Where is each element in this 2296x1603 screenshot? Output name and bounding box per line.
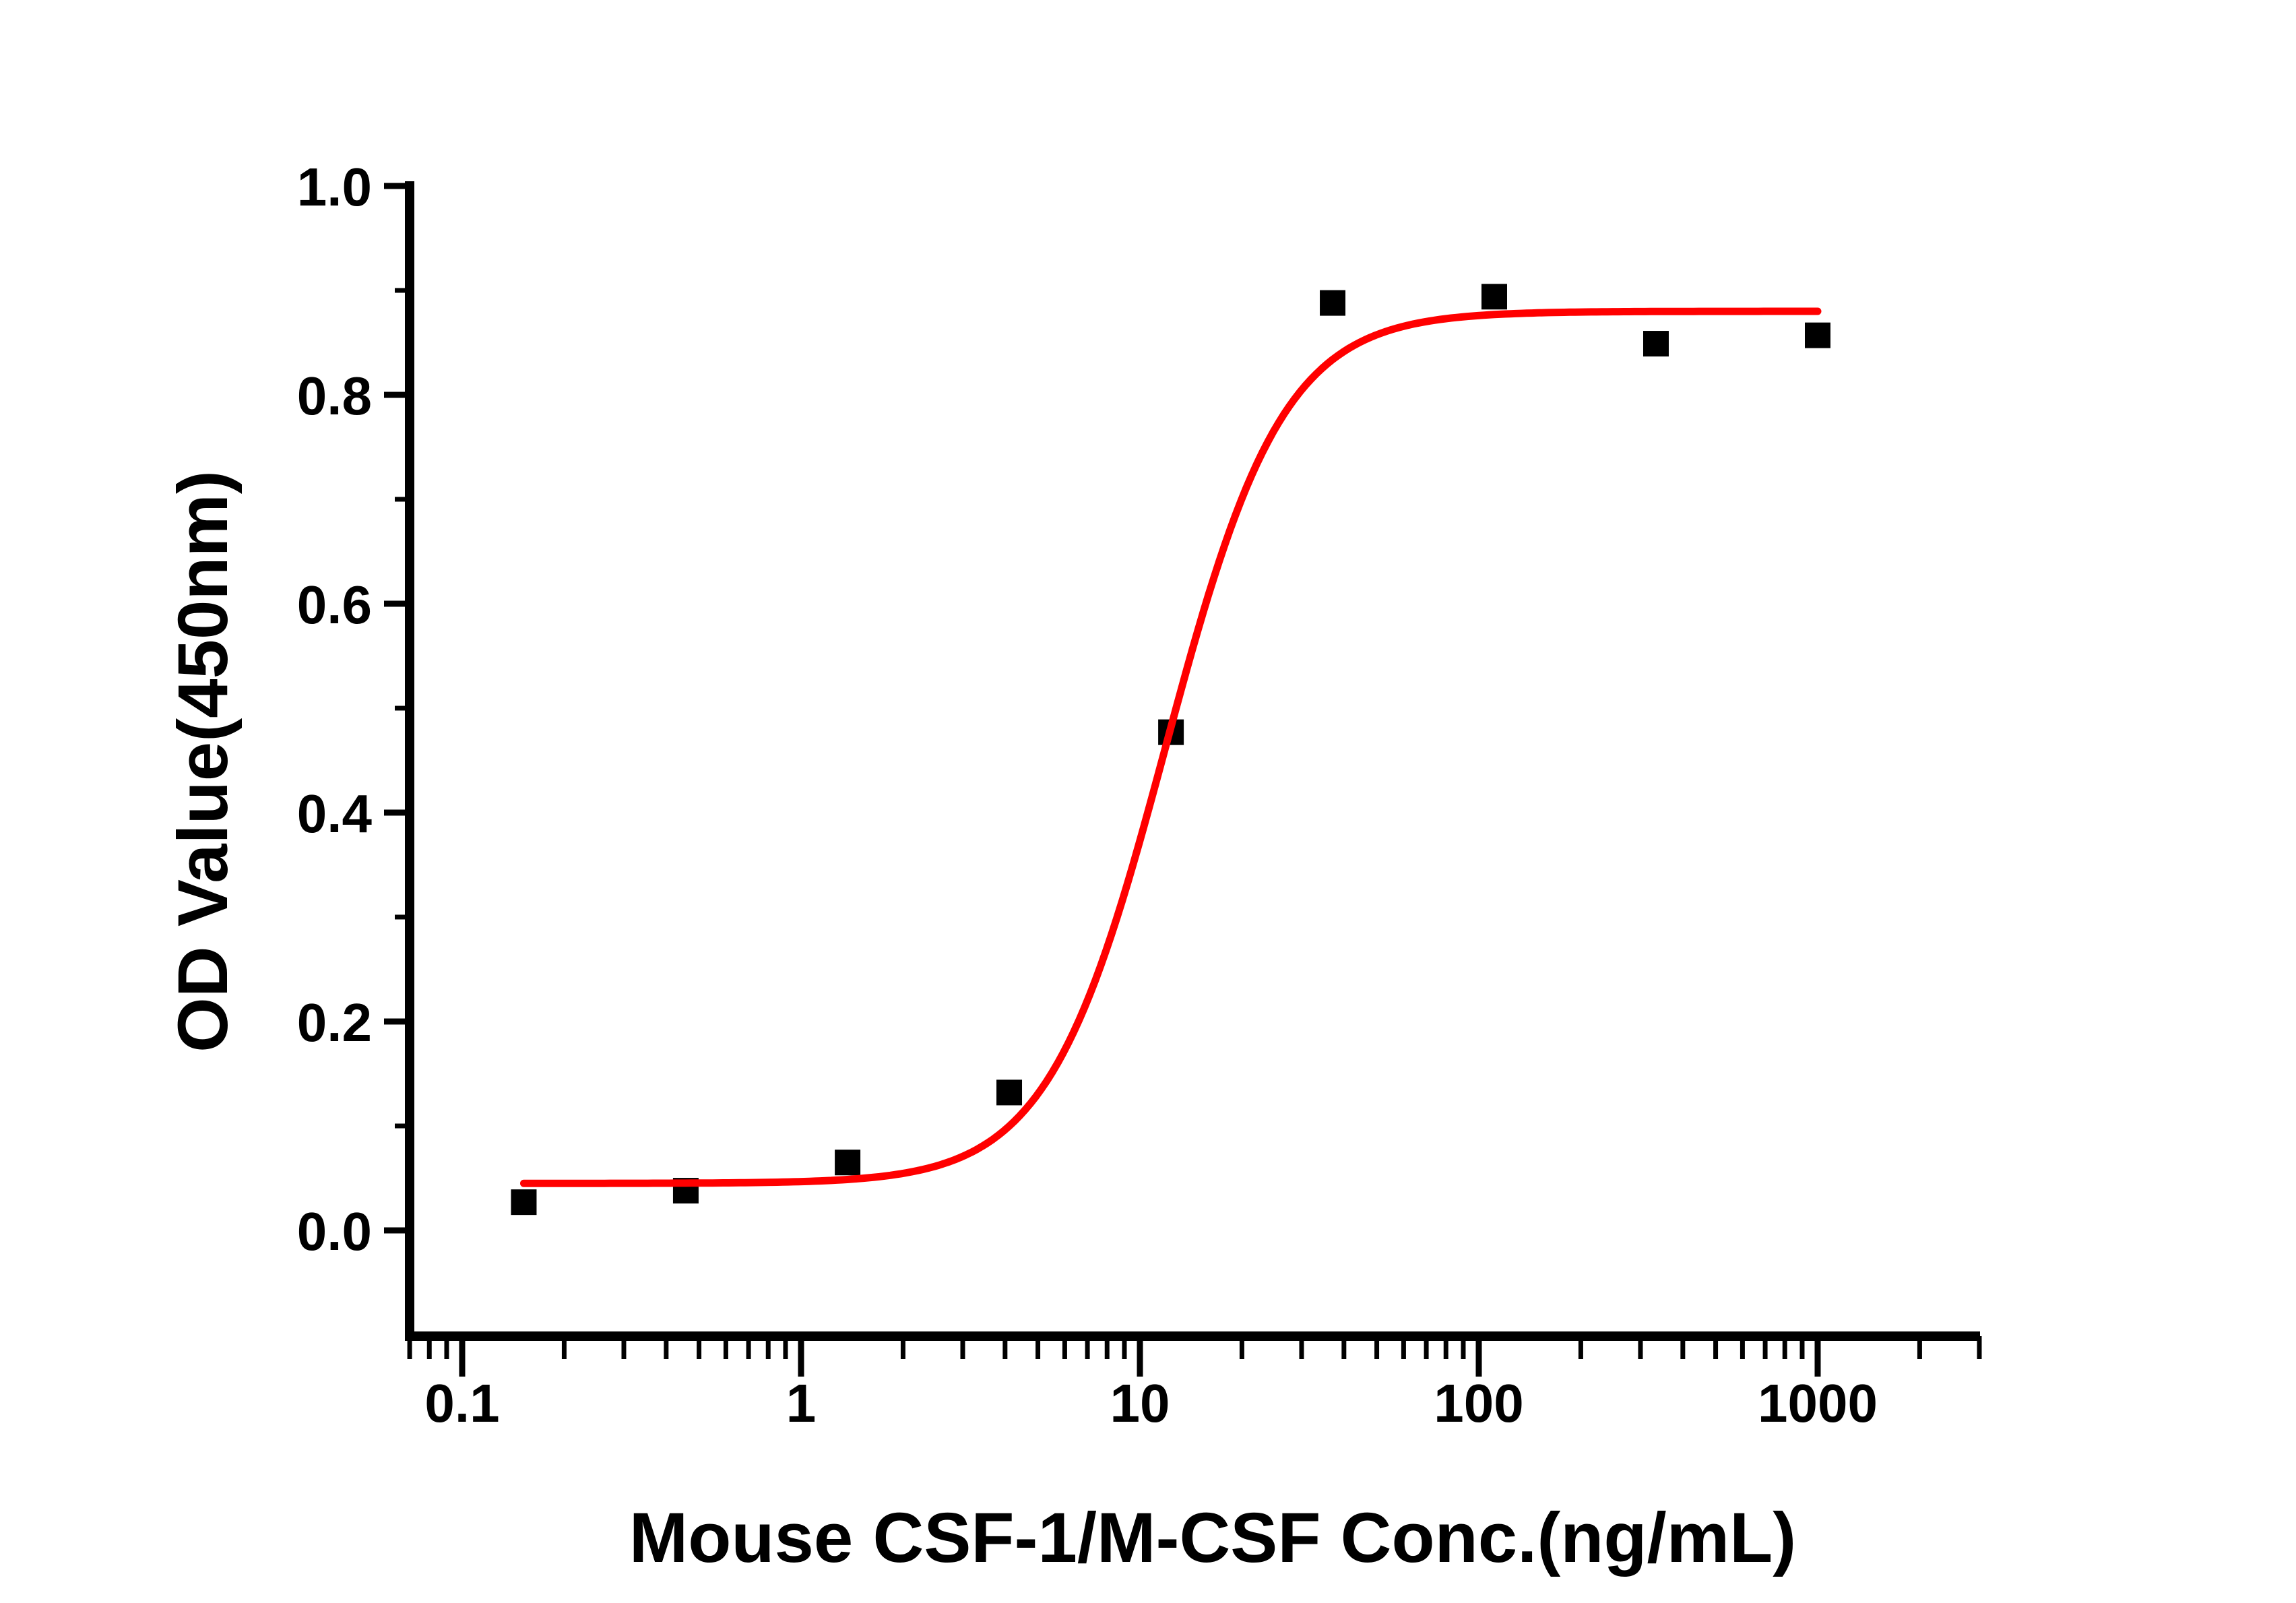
data-point-marker [1320,290,1346,316]
data-point-marker [511,1189,537,1216]
y-tick-label: 0.8 [297,366,372,426]
x-tick-label: 0.1 [424,1373,499,1433]
x-tick-label: 100 [1434,1373,1523,1433]
x-tick-label: 10 [1110,1373,1170,1433]
x-tick-label: 1 [786,1373,817,1433]
data-point-marker [996,1079,1023,1106]
y-tick-label: 0.6 [297,575,372,635]
x-tick-label: 1000 [1758,1373,1878,1433]
y-tick-label: 0.2 [297,993,372,1052]
data-point-marker [1805,322,1830,348]
y-tick-label: 0.0 [297,1201,372,1261]
data-point-marker [835,1150,861,1176]
data-point-marker [1643,331,1669,357]
fit-curve [520,307,1822,1187]
y-tick-label: 1.0 [297,157,372,217]
plot-area: 0.1 1 10 100 1000 0.0 0.2 0.4 0.6 0.8 1.0 [297,157,1982,1433]
x-axis-title: Mouse CSF-1/M-CSF Conc.(ng/mL) [629,1499,1796,1577]
data-point-marker [1481,284,1507,310]
y-tick-label: 0.4 [297,784,373,844]
y-axis-title: OD Value(450nm) [164,470,243,1052]
